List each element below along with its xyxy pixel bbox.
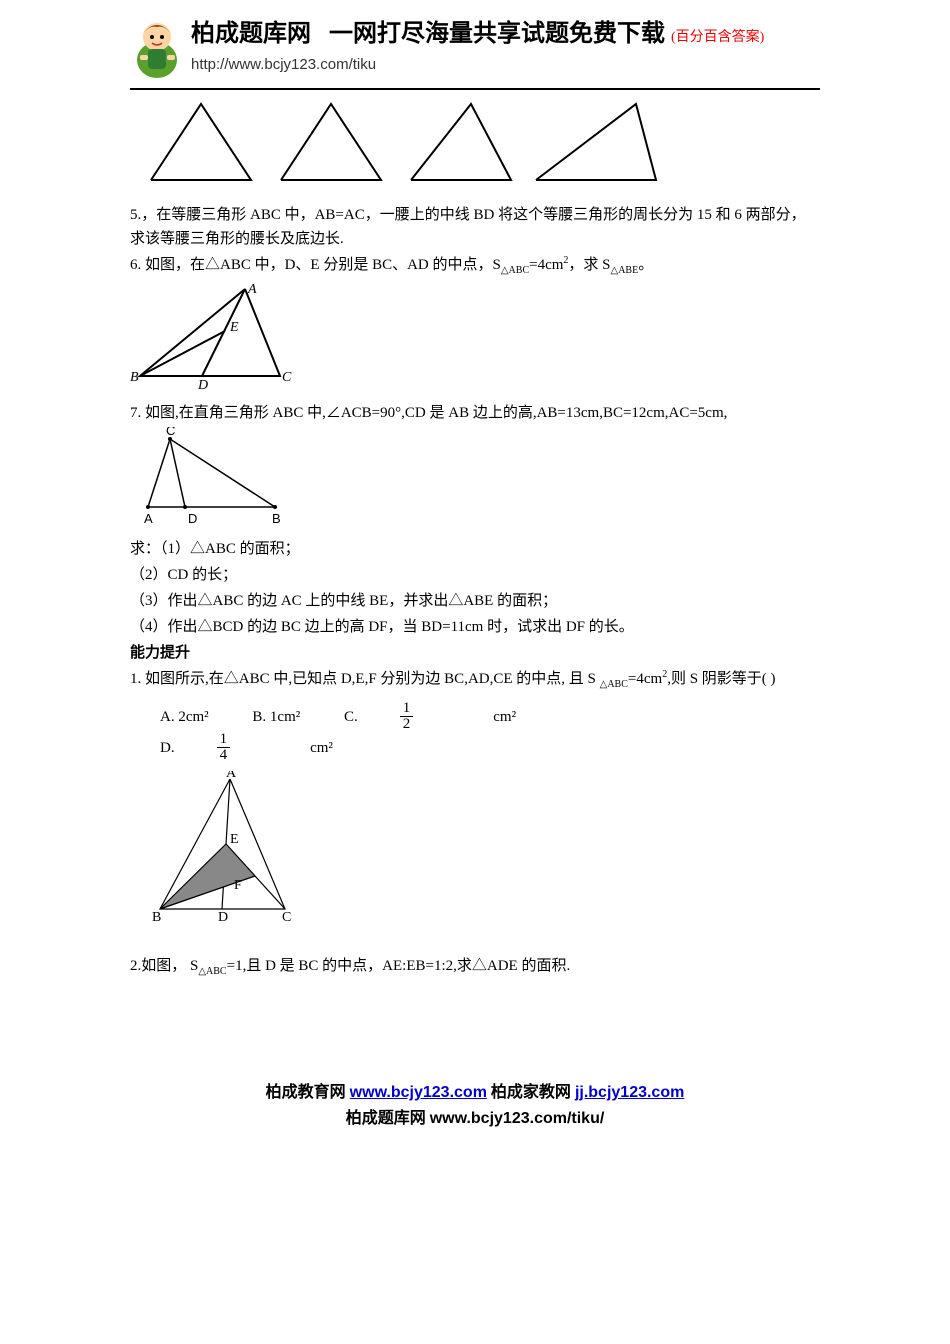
header-title: 柏成题库网 一网打尽海量共享试题免费下载 (百分百含答案) bbox=[191, 15, 764, 53]
page-footer: 柏成教育网 www.bcjy123.com 柏成家教网 jj.bcjy123.c… bbox=[130, 1080, 820, 1131]
svg-text:B: B bbox=[130, 370, 139, 385]
q6-figure: A B C D E bbox=[130, 281, 300, 391]
svg-text:E: E bbox=[229, 320, 239, 335]
triangle-4 bbox=[526, 100, 666, 185]
page-header: 柏成题库网 一网打尽海量共享试题免费下载 (百分百含答案) http://www… bbox=[130, 0, 820, 90]
slogan-accent: (百分百含答案) bbox=[671, 30, 764, 45]
triangle-3 bbox=[396, 100, 526, 185]
q7-figure: A B C D bbox=[130, 427, 300, 527]
q7-text: 7. 如图,在直角三角形 ABC 中,∠ACB=90°,CD 是 AB 边上的高… bbox=[130, 401, 820, 425]
option-a: A. 2cm² bbox=[160, 705, 209, 729]
svg-text:D: D bbox=[188, 511, 197, 526]
triangle-2 bbox=[266, 100, 396, 185]
triangle-1 bbox=[136, 100, 266, 185]
svg-text:A: A bbox=[226, 771, 237, 781]
p1-options: A. 2cm² B. 1cm² C. 12 cm² D. 14 cm² bbox=[160, 701, 820, 763]
svg-text:D: D bbox=[197, 378, 208, 391]
q6-text: 6. 如图，在△ABC 中，D、E 分别是 BC、AD 的中点，S△ABC=4c… bbox=[130, 253, 820, 279]
svg-text:C: C bbox=[282, 910, 291, 925]
svg-text:A: A bbox=[144, 511, 153, 526]
q5-text: 5.，在等腰三角形 ABC 中，AB=AC，一腰上的中线 BD 将这个等腰三角形… bbox=[130, 203, 820, 251]
header-url: http://www.bcjy123.com/tiku bbox=[191, 53, 764, 77]
q7-sub3: （3）作出△ABC 的边 AC 上的中线 BE，并求出△ABE 的面积； bbox=[130, 589, 820, 613]
footer-link-3: www.bcjy123.com/tiku/ bbox=[430, 1110, 605, 1127]
p1-text: 1. 如图所示,在△ABC 中,已知点 D,E,F 分别为边 BC,AD,CE … bbox=[130, 667, 820, 693]
p1-figure: A B C D E F bbox=[150, 771, 300, 926]
triangles-row bbox=[136, 100, 820, 185]
site-slogan: 一网打尽海量共享试题免费下载 bbox=[329, 21, 665, 47]
q7-sub2: （2）CD 的长； bbox=[130, 563, 820, 587]
p2-text: 2.如图， S△ABC=1,且 D 是 BC 的中点，AE:EB=1:2,求△A… bbox=[130, 954, 820, 980]
footer-link-1[interactable]: www.bcjy123.com bbox=[350, 1084, 487, 1101]
option-b: B. 1cm² bbox=[252, 705, 300, 729]
section2-title: 能力提升 bbox=[130, 641, 820, 665]
svg-text:D: D bbox=[218, 910, 228, 925]
footer-link-2[interactable]: jj.bcjy123.com bbox=[575, 1084, 684, 1101]
site-logo-icon bbox=[130, 15, 185, 80]
option-c: C. 12 cm² bbox=[344, 701, 556, 732]
site-name: 柏成题库网 bbox=[191, 21, 311, 47]
svg-text:C: C bbox=[166, 427, 175, 438]
q7-sub4: （4）作出△BCD 的边 BC 边上的高 DF，当 BD=11cm 时，试求出 … bbox=[130, 615, 820, 639]
svg-text:E: E bbox=[230, 832, 239, 847]
svg-text:C: C bbox=[282, 370, 292, 385]
svg-text:F: F bbox=[234, 878, 242, 893]
svg-text:B: B bbox=[152, 910, 161, 925]
content-body: 5.，在等腰三角形 ABC 中，AB=AC，一腰上的中线 BD 将这个等腰三角形… bbox=[130, 100, 820, 1131]
svg-text:A: A bbox=[247, 282, 257, 297]
svg-text:B: B bbox=[272, 511, 281, 526]
option-d: D. 14 cm² bbox=[160, 732, 373, 763]
q7-sub1: 求：（1）△ABC 的面积； bbox=[130, 537, 820, 561]
